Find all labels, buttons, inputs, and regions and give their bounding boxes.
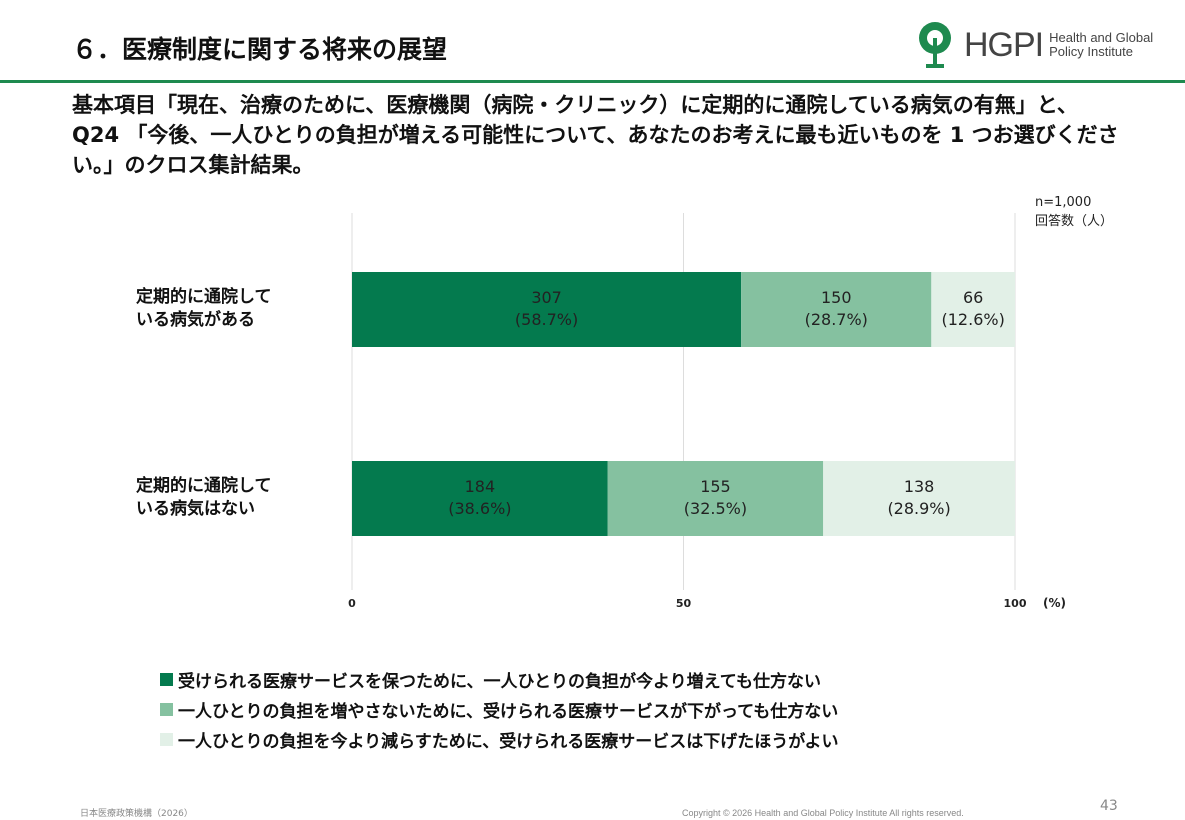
page-title: ６．医療制度に関する将来の展望 — [72, 35, 448, 64]
footer-org: 日本医療政策機構（2026） — [80, 809, 193, 819]
legend-swatch — [160, 732, 173, 746]
x-axis-label: (%) — [1043, 596, 1066, 610]
x-tick-label: 50 — [676, 597, 692, 610]
bar-segment — [607, 461, 824, 536]
bar-segment — [823, 461, 1015, 536]
data-label-count: 150 — [821, 288, 852, 307]
data-label-percent: (28.9%) — [887, 499, 950, 518]
data-label-percent: (28.7%) — [805, 310, 868, 329]
legend-swatch — [160, 702, 173, 716]
data-label-percent: (32.5%) — [684, 499, 747, 518]
data-label-count: 307 — [531, 288, 562, 307]
data-label-count: 138 — [904, 477, 935, 496]
legend-item: 一人ひとりの負担を増やさないために、受けられる医療サービスが下がっても仕方ない — [160, 694, 838, 724]
copyright: Copyright © 2026 Health and Global Polic… — [682, 808, 964, 818]
data-label-count: 66 — [963, 288, 983, 307]
bar-segment — [931, 272, 1015, 347]
stacked-bar-chart: 0 50 100 (%) 定期的に通院している病気がある 307 (58.7%) 150 (28… — [136, 213, 1066, 610]
bar-segment — [352, 272, 742, 347]
category-label: 定期的に通院している病気がある — [136, 286, 272, 330]
description: 基本項目「現在、治療のために、医療機関（病院・クリニック）に定期的に通院している… — [72, 93, 1119, 177]
data-label-count: 184 — [465, 477, 496, 496]
data-label-percent: (58.7%) — [515, 310, 578, 329]
hgpi-logo: HGPI Health and Global Policy Institute — [912, 20, 1153, 70]
x-tick-label: 0 — [348, 597, 356, 610]
legend: 受けられる医療サービスを保つために、一人ひとりの負担が今より増えても仕方ない 一… — [160, 664, 838, 754]
bar-segment — [352, 461, 608, 536]
category-label: 定期的に通院している病気はない — [136, 475, 272, 519]
data-label-percent: (12.6%) — [942, 310, 1005, 329]
x-tick-label: 100 — [1004, 597, 1027, 610]
legend-swatch — [160, 672, 173, 686]
legend-item: 受けられる医療サービスを保つために、一人ひとりの負担が今より増えても仕方ない — [160, 664, 838, 694]
legend-item: 一人ひとりの負担を今より減らすために、受けられる医療サービスは下げたほうがよい — [160, 724, 838, 754]
data-label-percent: (38.6%) — [448, 499, 511, 518]
tree-icon — [919, 22, 951, 68]
bar-segment — [741, 272, 932, 347]
page-number: 43 — [1100, 798, 1118, 814]
sample-note: n=1,000 回答数（人） — [1035, 195, 1114, 229]
data-label-count: 155 — [700, 477, 731, 496]
header-rule — [0, 80, 1185, 83]
